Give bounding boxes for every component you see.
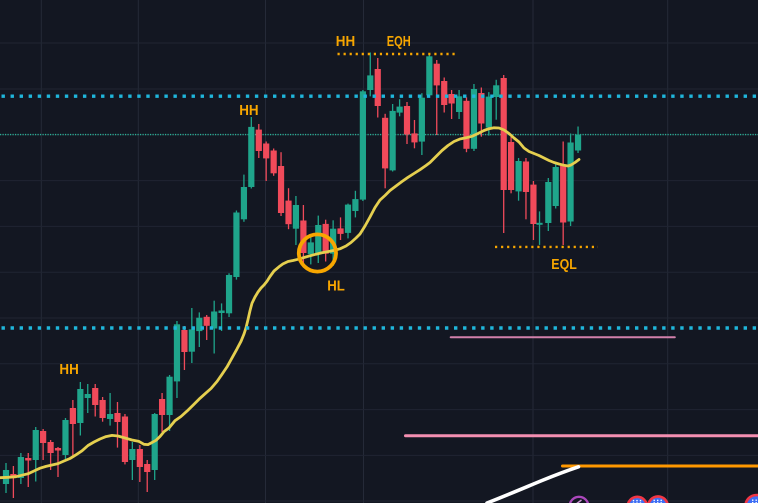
svg-text:HH: HH	[239, 103, 258, 119]
svg-text:HH: HH	[336, 34, 355, 50]
svg-text:HH: HH	[59, 362, 78, 378]
svg-text:HL: HL	[327, 279, 345, 295]
svg-text:EQL: EQL	[551, 257, 577, 273]
svg-text:EQH: EQH	[387, 34, 411, 50]
